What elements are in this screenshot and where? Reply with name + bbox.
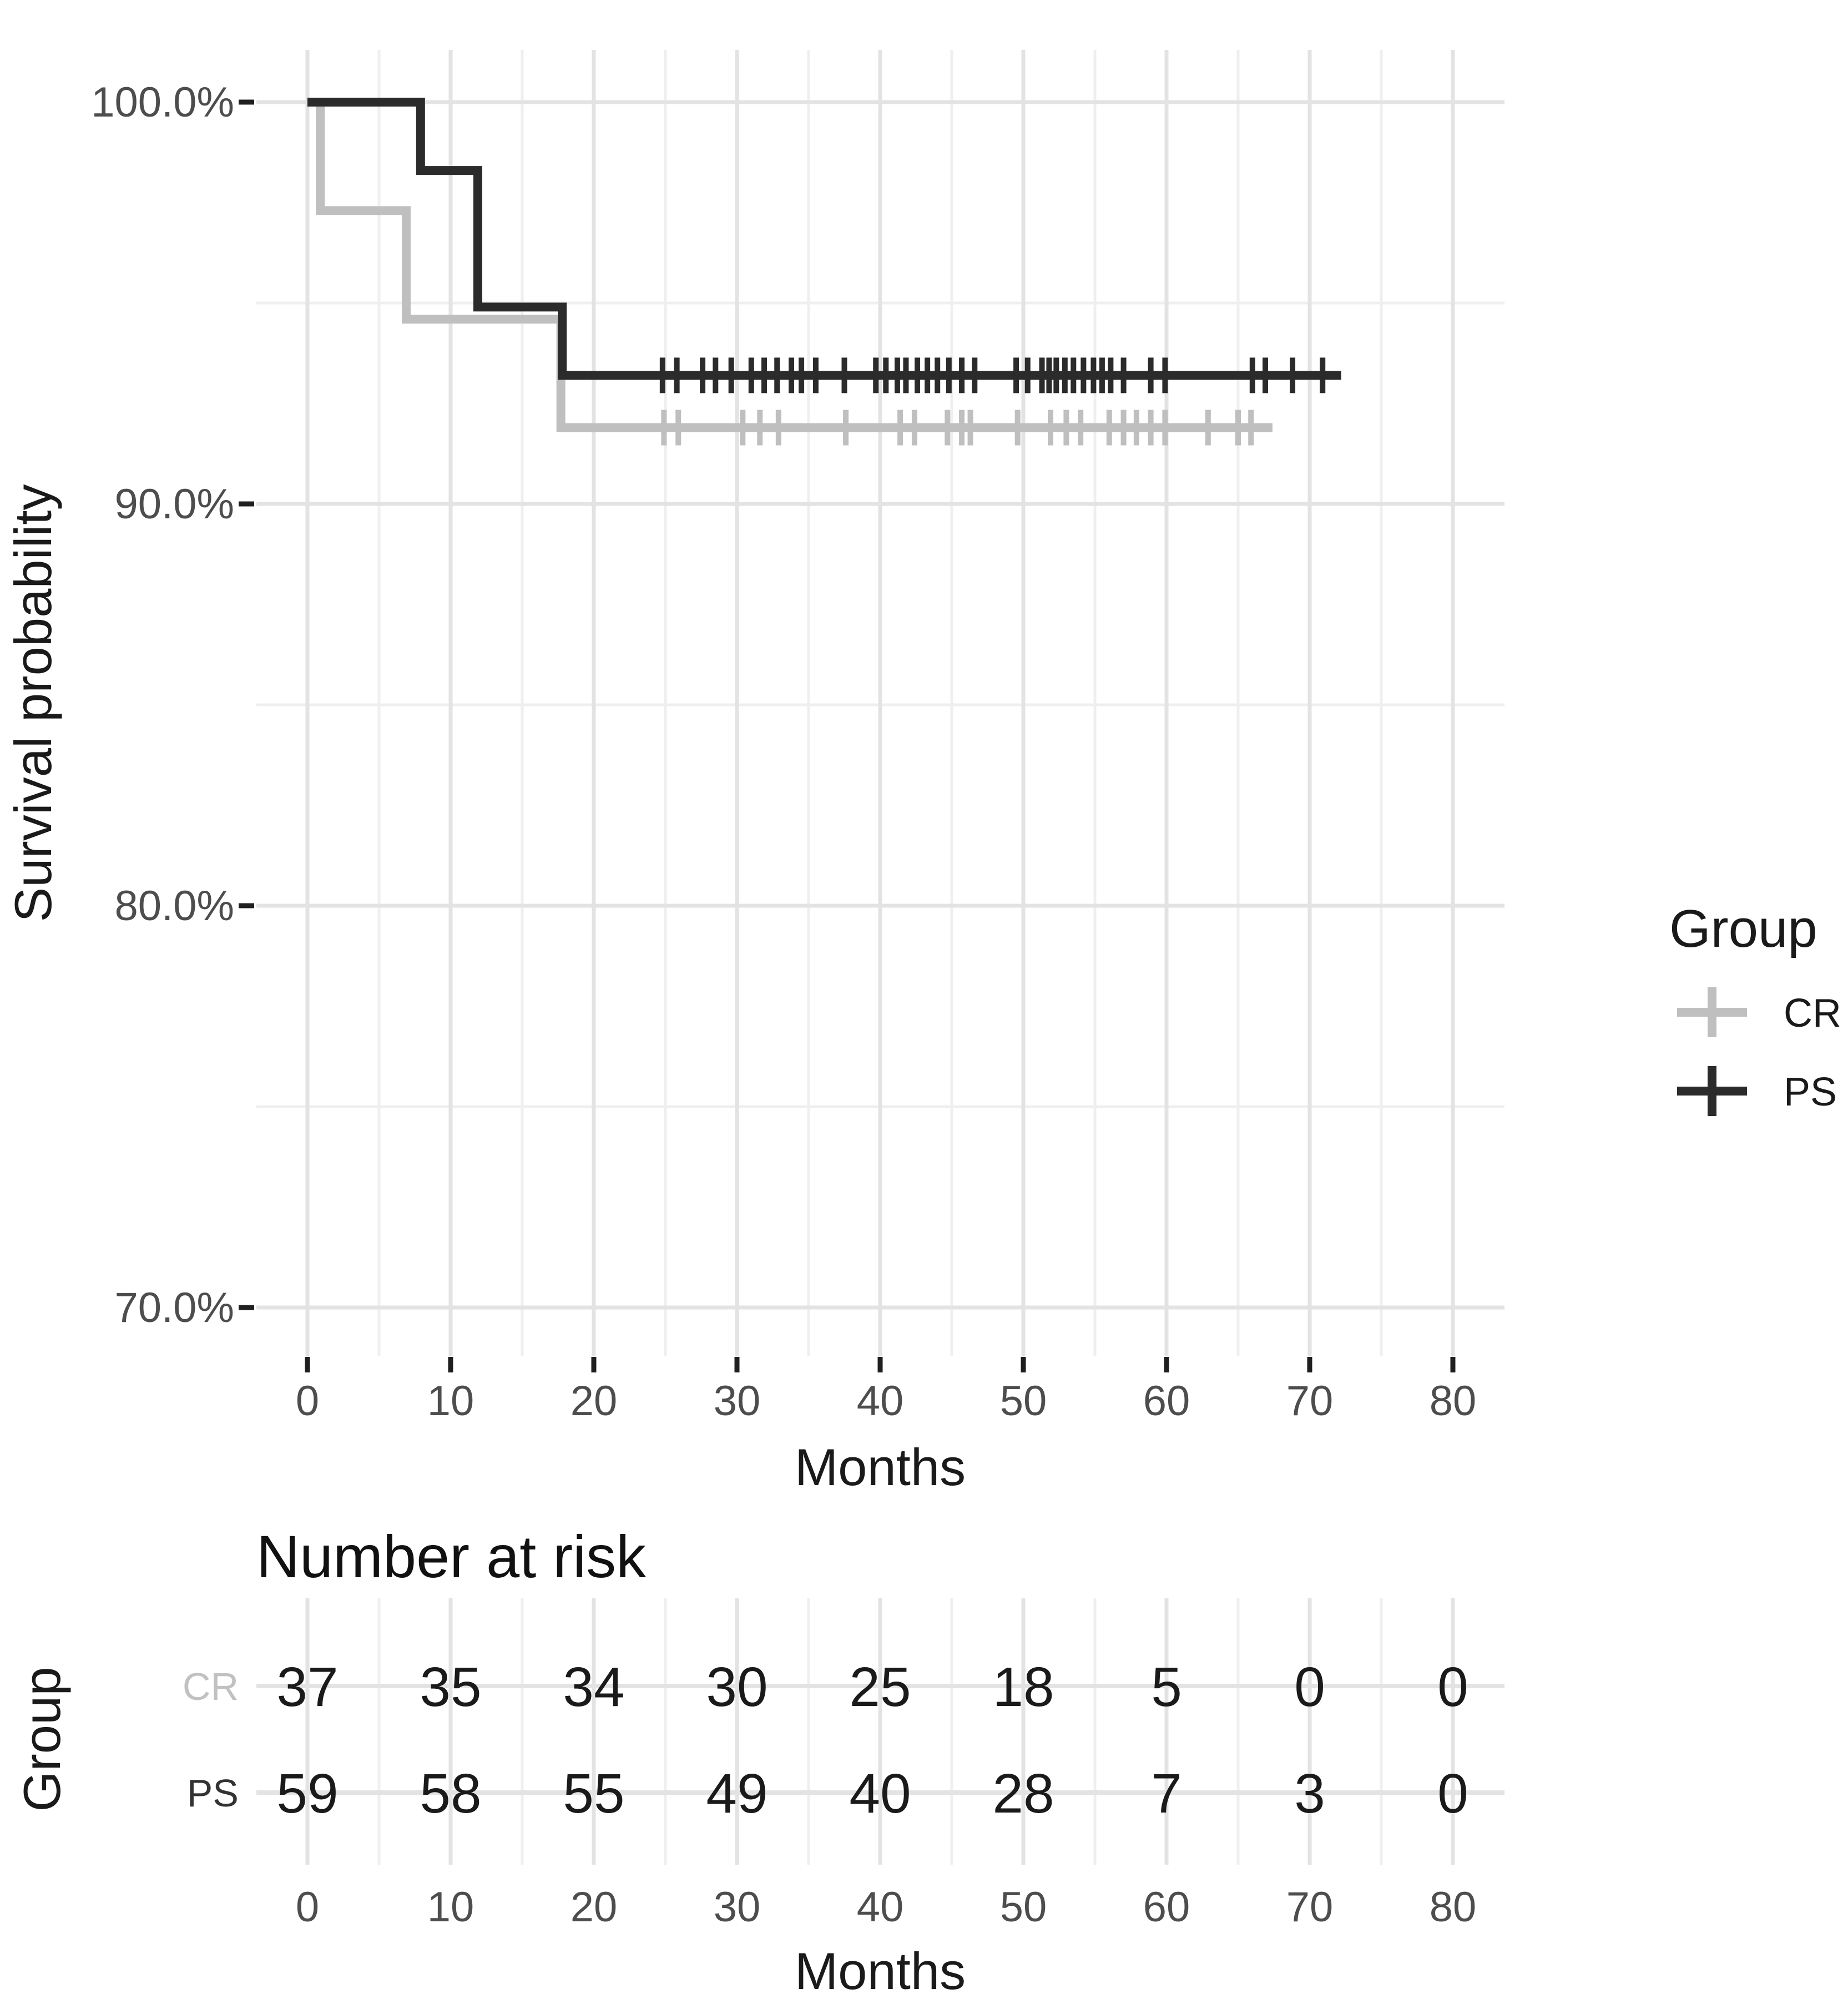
x-axis-tick-label: 0: [296, 1377, 319, 1425]
risk-count: 34: [563, 1656, 624, 1718]
risk-count: 30: [706, 1656, 768, 1718]
risk-count: 40: [849, 1763, 911, 1825]
risk-count: 7: [1151, 1763, 1182, 1825]
risk-count: 49: [706, 1763, 768, 1825]
risk-x-axis-tick-label: 20: [570, 1884, 618, 1931]
x-axis-tick-label: 70: [1286, 1377, 1334, 1425]
risk-x-axis-tick-label: 0: [296, 1884, 319, 1931]
risk-count: 5: [1151, 1656, 1182, 1718]
risk-count: 28: [992, 1763, 1054, 1825]
risk-count: 0: [1437, 1763, 1468, 1825]
x-axis-tick-label: 20: [570, 1377, 618, 1425]
risk-x-axis-tick-label: 40: [857, 1884, 904, 1931]
x-axis-title: Months: [795, 1438, 966, 1496]
risk-count: 3: [1294, 1763, 1325, 1825]
x-axis-tick-label: 10: [427, 1377, 474, 1425]
risk-x-axis-tick-label: 60: [1143, 1884, 1190, 1931]
risk-count: 58: [420, 1763, 481, 1825]
risk-count: 0: [1294, 1656, 1325, 1718]
risk-row-label-cr: CR: [183, 1665, 239, 1708]
risk-count: 0: [1437, 1656, 1468, 1718]
risk-x-axis-tick-label: 30: [714, 1884, 761, 1931]
risk-x-axis-tick-label: 50: [1000, 1884, 1047, 1931]
gridlines-layer: [256, 50, 1504, 1356]
y-axis-tick-label: 70.0%: [115, 1284, 235, 1331]
x-axis-tick-label: 80: [1430, 1377, 1477, 1425]
risk-count: 35: [420, 1656, 481, 1718]
survival-curves-layer: [307, 98, 1341, 446]
legend-label-cr: CR: [1784, 991, 1841, 1036]
axis-ticks-layer: 0 10 20 30 40 50 60 70 80 100.0% 90.0% 80.0% 70.0%: [91, 79, 1476, 1425]
x-axis-tick-label: 50: [1000, 1377, 1047, 1425]
x-axis-tick-label: 30: [714, 1377, 761, 1425]
risk-table-title: Number at risk: [256, 1523, 647, 1590]
legend-keys-layer: [1677, 987, 1747, 1116]
survival-curve-ps: [307, 98, 1341, 380]
legend-label-ps: PS: [1784, 1070, 1837, 1114]
risk-row-label-ps: PS: [187, 1771, 239, 1815]
legend-title: Group: [1669, 899, 1817, 958]
y-axis-title: Survival probability: [4, 484, 62, 922]
risk-x-axis-title: Months: [795, 1942, 966, 2000]
risk-x-axis-tick-label: 80: [1430, 1884, 1477, 1931]
risk-x-axis-tick-label: 10: [427, 1884, 474, 1931]
risk-count: 59: [276, 1763, 338, 1825]
risk-count: 55: [563, 1763, 624, 1825]
y-axis-tick-label: 80.0%: [115, 882, 235, 930]
survival-curve-cr: [307, 98, 1273, 432]
risk-count: 18: [992, 1656, 1054, 1718]
risk-x-axis-tick-label: 70: [1286, 1884, 1334, 1931]
x-axis-tick-label: 60: [1143, 1377, 1190, 1425]
risk-count: 37: [276, 1656, 338, 1718]
risk-group-axis-title: Group: [13, 1667, 71, 1811]
x-axis-tick-label: 40: [857, 1377, 904, 1425]
y-axis-tick-label: 90.0%: [115, 481, 235, 528]
y-axis-tick-label: 100.0%: [91, 79, 234, 126]
risk-count: 25: [849, 1656, 911, 1718]
risk-table-layer: 37 35 34 30 25 18 5 0 059 58 55 49 40 28 7 3 00 10 20 30 40 5…: [256, 1598, 1504, 1931]
